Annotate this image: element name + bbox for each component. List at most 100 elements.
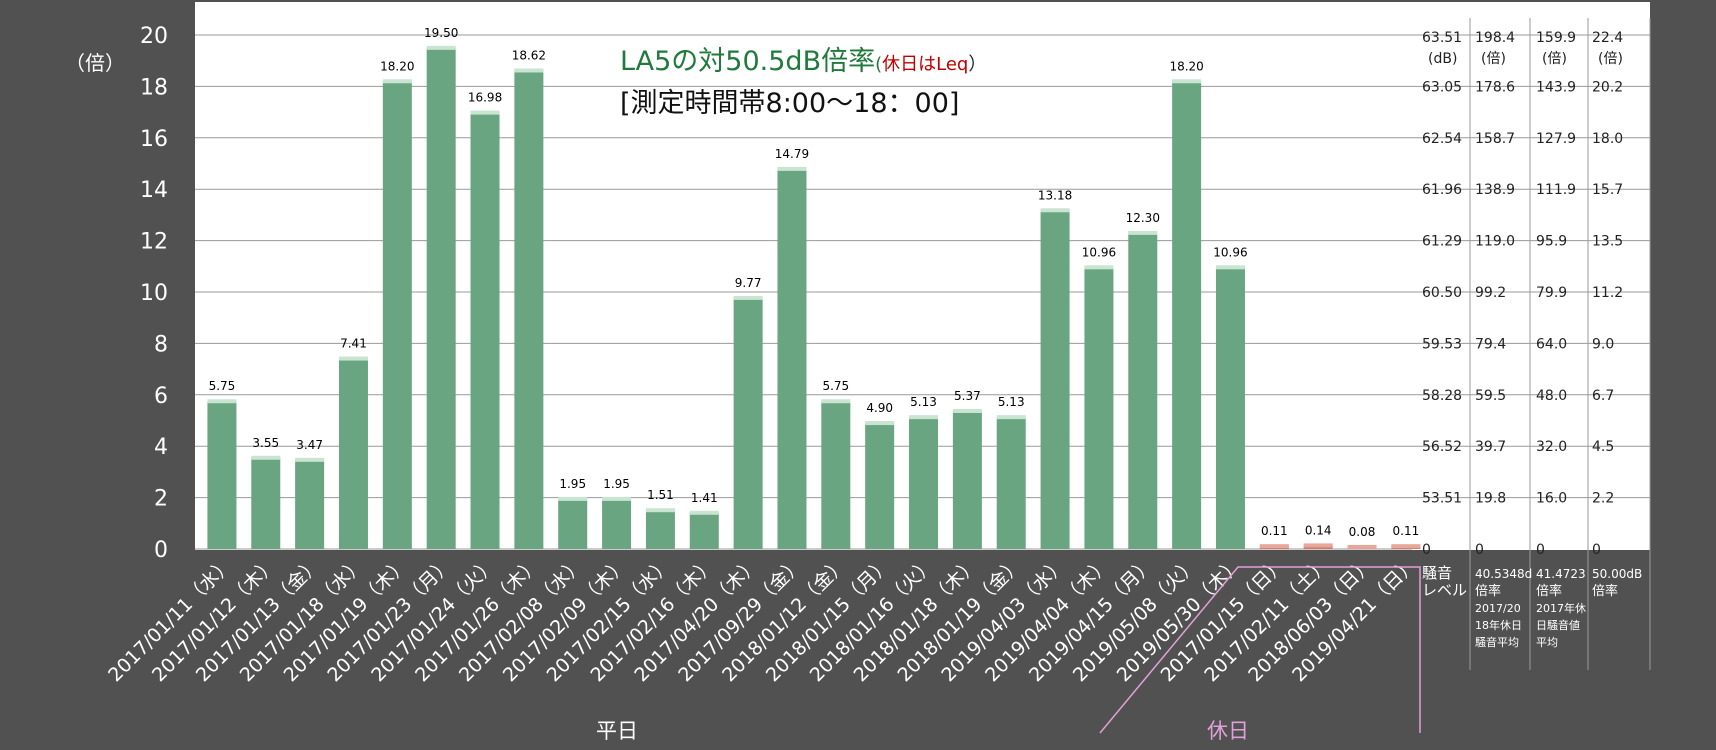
table-cell: 0 xyxy=(1422,542,1431,558)
table-footer: 50.00dB xyxy=(1592,567,1642,581)
bar-value-label: 7.41 xyxy=(340,337,367,351)
table-cell: 143.9 xyxy=(1536,79,1576,95)
table-cell: 56.52 xyxy=(1422,439,1462,455)
bar-body xyxy=(952,410,982,549)
bar-body xyxy=(338,358,368,549)
chart-titles: LA5の対50.5dB倍率(休日はLeq） [測定時間帯8:00～18：00] xyxy=(620,46,986,119)
bar-body xyxy=(1172,81,1202,549)
bar-body xyxy=(865,423,895,549)
title-note-close: ） xyxy=(968,54,986,75)
bar-series: 5.75 3.55 3.47 7.41 18.20 19.50 16.98 18.62 1.95… xyxy=(207,26,1421,550)
bar: 0.11 xyxy=(1391,524,1421,549)
bar-body xyxy=(1128,232,1158,549)
bar: 9.77 xyxy=(733,276,763,549)
table-cell: 119.0 xyxy=(1475,234,1515,250)
table-cell: 95.9 xyxy=(1536,234,1567,250)
bar-value-label: 16.98 xyxy=(468,91,502,105)
bar-body xyxy=(1215,267,1245,549)
x-axis: 2017/01/11（水）2017/01/12（木）2017/01/13（金）2… xyxy=(104,553,1421,686)
bar: 5.13 xyxy=(996,395,1026,549)
table-header: 198.4 xyxy=(1475,30,1515,46)
bar-body xyxy=(602,498,632,549)
bar-cap xyxy=(295,457,325,462)
table-cell: 0 xyxy=(1475,542,1484,558)
bar-value-label: 0.11 xyxy=(1393,524,1420,538)
table-footer: 2017/20 xyxy=(1475,602,1521,615)
table-header: 159.9 xyxy=(1536,30,1576,46)
bar-cap xyxy=(426,45,456,50)
table-cell: 0 xyxy=(1536,542,1545,558)
bar-value-label: 5.75 xyxy=(822,379,849,393)
bar-body xyxy=(909,417,939,549)
bar-body xyxy=(295,459,325,549)
bar: 1.51 xyxy=(645,488,675,549)
table-cell: 15.7 xyxy=(1592,182,1623,198)
table-cell: 79.9 xyxy=(1536,285,1567,301)
bar: 14.79 xyxy=(775,147,809,549)
bar: 1.41 xyxy=(689,491,719,549)
bar: 5.75 xyxy=(821,379,851,549)
bar-cap xyxy=(689,510,719,515)
bar-body xyxy=(514,70,544,549)
table-footer: レベル xyxy=(1422,581,1467,599)
y-tick-label: 2 xyxy=(154,487,168,512)
table-cell: 19.8 xyxy=(1475,491,1506,507)
bar-value-label: 5.13 xyxy=(910,395,937,409)
table-cell: 0 xyxy=(1592,542,1601,558)
bar-cap xyxy=(207,399,237,404)
table-footer: 日騒音値 xyxy=(1536,618,1580,632)
bar-body xyxy=(207,401,237,549)
y-tick-label: 4 xyxy=(154,435,168,460)
bar: 18.62 xyxy=(512,48,546,549)
bar: 4.90 xyxy=(865,401,895,549)
bar-cap xyxy=(1303,543,1333,548)
bar-body xyxy=(558,498,588,549)
table-cell: 178.6 xyxy=(1475,79,1515,95)
bar-cap xyxy=(645,508,675,513)
table-cell: 11.2 xyxy=(1592,285,1623,301)
y-tick-label: 20 xyxy=(140,24,168,49)
bar-body xyxy=(689,512,719,549)
table-header-unit: (倍) xyxy=(1481,51,1506,67)
table-header-unit: (倍) xyxy=(1598,51,1623,67)
bar-value-label: 18.20 xyxy=(1169,59,1203,73)
y-axis: 0 2 4 6 8 10 12 14 16 18 20 （倍） xyxy=(65,24,168,563)
bar: 0.08 xyxy=(1347,525,1377,549)
bar: 16.98 xyxy=(468,91,502,549)
bar: 19.50 xyxy=(424,26,458,549)
bar-value-label: 18.62 xyxy=(512,48,546,62)
bar-cap xyxy=(514,68,544,73)
bar-value-label: 5.75 xyxy=(209,379,236,393)
bar-value-label: 0.08 xyxy=(1349,525,1376,539)
bar-value-label: 1.95 xyxy=(603,477,630,491)
table-cell: 158.7 xyxy=(1475,131,1515,147)
table-footer: 2017年休 xyxy=(1536,601,1586,615)
table-cell: 111.9 xyxy=(1536,182,1576,198)
table-footer: 倍率 xyxy=(1536,583,1562,599)
y-tick-label: 8 xyxy=(154,332,168,357)
bar-value-label: 9.77 xyxy=(735,276,762,290)
bar-body xyxy=(996,417,1026,549)
group-label-holiday: 休日 xyxy=(1207,719,1249,743)
table-footer: 騒音平均 xyxy=(1475,635,1519,649)
group-labels: 平日 休日 xyxy=(596,566,1421,743)
bar-cap xyxy=(1128,230,1158,235)
bar-body xyxy=(1084,267,1114,549)
table-header: 22.4 xyxy=(1592,30,1623,46)
bar-cap xyxy=(1215,265,1245,270)
title-main: LA5の対50.5dB倍率 xyxy=(620,46,875,77)
bar: 18.20 xyxy=(1169,59,1204,549)
table-footer: 倍率 xyxy=(1592,583,1618,599)
bar: 10.96 xyxy=(1213,245,1248,549)
bar: 10.96 xyxy=(1082,245,1116,549)
bar-cap xyxy=(909,415,939,420)
bar-value-label: 18.20 xyxy=(380,59,414,73)
bar-value-label: 5.13 xyxy=(998,395,1025,409)
bar-cap xyxy=(602,496,632,501)
bar-cap xyxy=(952,408,982,413)
table-cell: 18.0 xyxy=(1592,131,1623,147)
bar-cap xyxy=(821,399,851,404)
title-note: 休日はLeq xyxy=(882,54,968,75)
table-cell: 61.29 xyxy=(1422,234,1462,250)
bar-value-label: 1.51 xyxy=(647,488,674,502)
